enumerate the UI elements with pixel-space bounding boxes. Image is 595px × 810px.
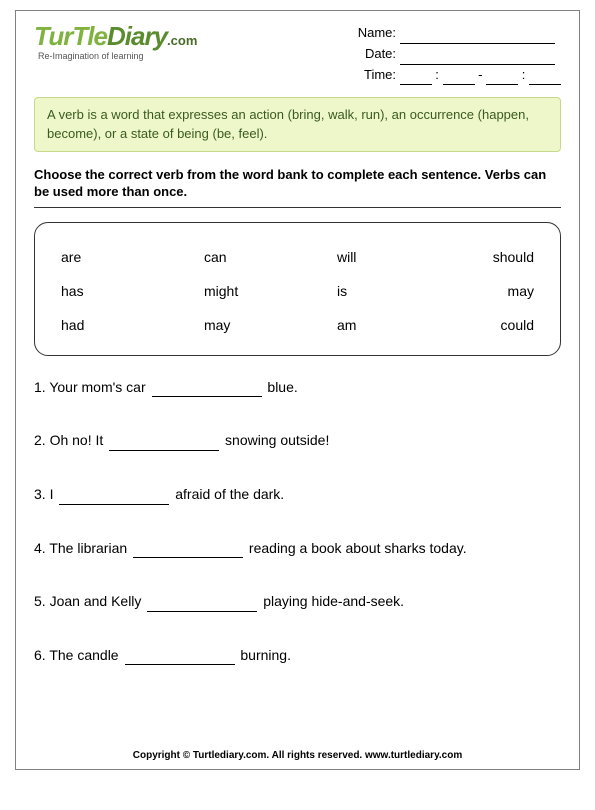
q-post: reading a book about sharks today. [245,540,467,556]
answer-blank[interactable] [125,664,235,665]
wordbank-word: could [430,317,534,333]
q-pre: The candle [49,647,122,663]
question-3: 3. I afraid of the dark. [34,485,561,505]
q-num: 3. [34,486,46,502]
wordbank-word: has [61,283,165,299]
q-pre: Your mom's car [49,379,149,395]
wordbank-word: had [61,317,165,333]
question-5: 5. Joan and Kelly playing hide-and-seek. [34,592,561,612]
question-4: 4. The librarian reading a book about sh… [34,539,561,559]
meta-fields: Name: Date: Time: : - : [351,23,561,85]
q-post: burning. [237,647,291,663]
wordbank-word: may [184,317,288,333]
question-6: 6. The candle burning. [34,646,561,666]
wordbank-row: has might is may [61,283,534,299]
wordbank-row: are can will should [61,249,534,265]
time-row: Time: : - : [351,65,561,86]
wordbank-word: am [307,317,411,333]
date-label: Date: [351,44,396,65]
answer-blank[interactable] [109,450,219,451]
q-num: 2. [34,432,46,448]
logo-part1: TurTle [34,21,107,51]
copyright-footer: Copyright © Turtlediary.com. All rights … [16,750,579,761]
time-colon-2: : [522,67,526,82]
wordbank-word: may [430,283,534,299]
q-post: snowing outside! [221,432,329,448]
time-label: Time: [351,65,396,86]
q-pre: Joan and Kelly [50,593,146,609]
questions: 1. Your mom's car blue. 2. Oh no! It sno… [34,378,561,666]
q-num: 6. [34,647,46,663]
q-post: afraid of the dark. [171,486,284,502]
q-post: blue. [264,379,298,395]
name-label: Name: [351,23,396,44]
wordbank-row: had may am could [61,317,534,333]
wordbank-word: might [184,283,288,299]
q-pre: Oh no! It [50,432,108,448]
time-dash: - [478,67,482,82]
question-2: 2. Oh no! It snowing outside! [34,431,561,451]
answer-blank[interactable] [133,557,243,558]
date-row: Date: [351,44,561,65]
header: TurTleDiary.com Re-Imagination of learni… [34,23,561,85]
instructions: Choose the correct verb from the word ba… [34,166,561,201]
answer-blank[interactable] [147,611,257,612]
question-1: 1. Your mom's car blue. [34,378,561,398]
q-pre: The librarian [49,540,131,556]
time-blank-2[interactable] [443,84,475,85]
q-num: 1. [34,379,46,395]
answer-blank[interactable] [152,396,262,397]
word-bank: are can will should has might is may had… [34,222,561,356]
q-num: 4. [34,540,46,556]
time-blank-1[interactable] [400,84,432,85]
wordbank-word: is [307,283,411,299]
logo-block: TurTleDiary.com Re-Imagination of learni… [34,23,197,61]
q-pre: I [50,486,58,502]
worksheet-page: TurTleDiary.com Re-Imagination of learni… [15,10,580,770]
wordbank-word: will [307,249,411,265]
answer-blank[interactable] [59,504,169,505]
logo-part2: Diary [107,21,167,51]
name-row: Name: [351,23,561,44]
wordbank-word: should [430,249,534,265]
logo-dotcom: .com [167,33,197,48]
wordbank-word: are [61,249,165,265]
wordbank-word: can [184,249,288,265]
logo: TurTleDiary.com [34,23,197,49]
time-blank-3[interactable] [486,84,518,85]
time-blank-4[interactable] [529,84,561,85]
divider [34,207,561,208]
q-num: 5. [34,593,46,609]
time-colon-1: : [435,67,439,82]
q-post: playing hide-and-seek. [259,593,404,609]
tagline: Re-Imagination of learning [38,51,197,61]
definition-box: A verb is a word that expresses an actio… [34,97,561,151]
